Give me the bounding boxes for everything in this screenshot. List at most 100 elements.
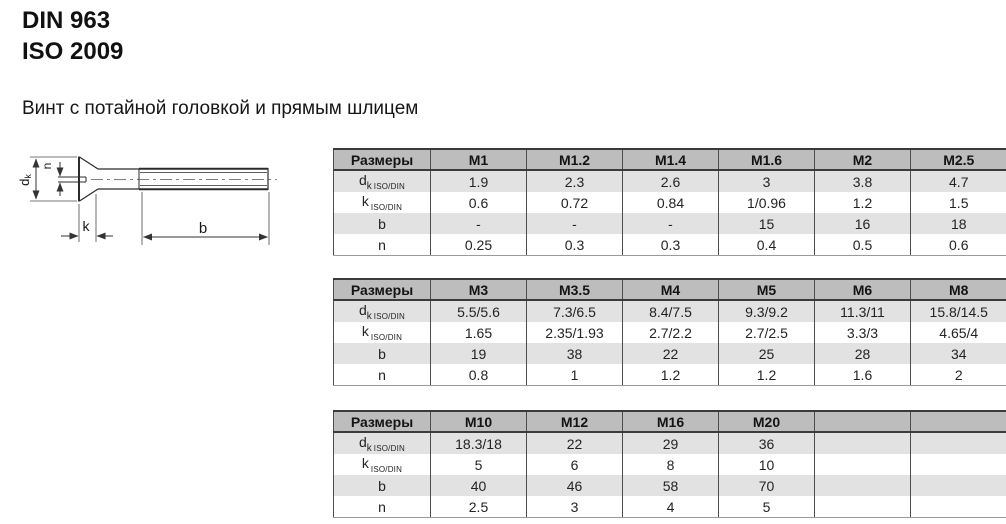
header-row: Размеры M10 M12 M16 M20 [333,410,1006,433]
page-subtitle: Винт с потайной головкой и прямым шлицем [22,98,419,119]
value-cell: 4 [622,496,719,518]
size-column-header: Размеры [333,278,431,301]
table-m10-to-m20: Размеры M10 M12 M16 M20 dk ISO/DIN 18.3/18 22 29 3… [333,410,1006,518]
value-cell: 2.5 [430,496,527,518]
screw-technical-drawing: dk n k b [17,156,277,245]
value-cell: 28 [814,343,911,364]
table-row: k ISO/DIN 1.65 2.35/1.93 2.7/2.2 2.7/2.5 3.3/3… [333,322,1006,343]
table-m3-to-m8: Размеры M3 M3.5 M4 M5 M6 M8 dk ISO/DIN 5.5/5.6 7.3… [333,278,1006,386]
value-cell: 4.7 [910,170,1006,192]
value-cell: 4.65/4 [910,322,1006,343]
row-label: k ISO/DIN [333,454,431,475]
value-cell: 3 [526,496,623,518]
value-cell: 1 [526,364,623,386]
value-cell: 16 [814,213,911,234]
value-cell [910,475,1006,496]
column-header: M2.5 [910,148,1006,171]
value-cell: 36 [718,432,815,454]
value-cell: 3.3/3 [814,322,911,343]
value-cell: 0.6 [910,234,1006,256]
value-cell: 1.6 [814,364,911,386]
column-header: M3 [430,278,527,301]
value-cell: 0.4 [718,234,815,256]
value-cell [910,496,1006,518]
header-row: Размеры M1 M1.2 M1.4 M1.6 M2 M2.5 [333,148,1006,171]
value-cell: 19 [430,343,527,364]
slot-lines [58,176,87,183]
column-header [910,410,1006,433]
table-row: n 2.5 3 4 5 [333,496,1006,518]
value-cell: 38 [526,343,623,364]
row-label: n [333,234,431,256]
document-title: DIN 963 ISO 2009 [22,5,123,67]
value-cell: 1.2 [814,192,911,213]
value-cell: 15.8/14.5 [910,300,1006,322]
value-cell: 1.9 [430,170,527,192]
value-cell: 70 [718,475,815,496]
extension-lines [30,156,270,245]
column-header: M1 [430,148,527,171]
value-cell: 2.35/1.93 [526,322,623,343]
table-row: dk ISO/DIN 1.9 2.3 2.6 3 3.8 4.7 [333,170,1006,192]
value-cell: 22 [622,343,719,364]
table-row: dk ISO/DIN 5.5/5.6 7.3/6.5 8.4/7.5 9.3/9.2 11.… [333,300,1006,322]
header-row: Размеры M3 M3.5 M4 M5 M6 M8 [333,278,1006,301]
value-cell: 1.5 [910,192,1006,213]
column-header: M10 [430,410,527,433]
dk-dimension-label: dk [17,174,33,186]
value-cell: 1.2 [622,364,719,386]
column-header: M1.4 [622,148,719,171]
table-m1-to-m2_5: Размеры M1 M1.2 M1.4 M1.6 M2 M2.5 dk ISO/DIN 1.9 2… [333,148,1006,256]
column-header: M1.6 [718,148,815,171]
row-label: b [333,343,431,364]
value-cell: 1/0.96 [718,192,815,213]
row-label: k ISO/DIN [333,322,431,343]
row-label: b [333,475,431,496]
table-row: n 0.8 1 1.2 1.2 1.6 2 [333,364,1006,386]
column-header: M5 [718,278,815,301]
value-cell: 0.5 [814,234,911,256]
value-cell: 34 [910,343,1006,364]
value-cell: 18 [910,213,1006,234]
column-header: M6 [814,278,911,301]
k-dimension-label: k [83,218,91,234]
value-cell: 0.6 [430,192,527,213]
row-label: b [333,213,431,234]
value-cell [910,432,1006,454]
row-label: n [333,496,431,518]
value-cell: 2.7/2.2 [622,322,719,343]
value-cell: 7.3/6.5 [526,300,623,322]
value-cell: 0.3 [526,234,623,256]
table-row: n 0.25 0.3 0.3 0.4 0.5 0.6 [333,234,1006,256]
value-cell: 5.5/5.6 [430,300,527,322]
value-cell: 0.8 [430,364,527,386]
value-cell: - [622,213,719,234]
screw-outline [58,156,269,202]
value-cell: - [430,213,527,234]
value-cell: 2.3 [526,170,623,192]
value-cell: 15 [718,213,815,234]
table-row: k ISO/DIN 5 6 8 10 [333,454,1006,475]
n-dimension-label: n [40,163,54,170]
value-cell [814,432,911,454]
column-header: M12 [526,410,623,433]
column-header: M20 [718,410,815,433]
value-cell [910,454,1006,475]
value-cell: 11.3/11 [814,300,911,322]
b-dimension-label: b [199,220,207,237]
value-cell: 22 [526,432,623,454]
column-header: M4 [622,278,719,301]
row-label: dk ISO/DIN [333,170,431,192]
value-cell: 25 [718,343,815,364]
column-header: M1.2 [526,148,623,171]
column-header [814,410,911,433]
column-header: M3.5 [526,278,623,301]
size-column-header: Размеры [333,410,431,433]
column-header: M2 [814,148,911,171]
value-cell: 5 [718,496,815,518]
row-label: k ISO/DIN [333,192,431,213]
value-cell: 0.25 [430,234,527,256]
value-cell: 0.3 [622,234,719,256]
column-header: M8 [910,278,1006,301]
value-cell [814,454,911,475]
